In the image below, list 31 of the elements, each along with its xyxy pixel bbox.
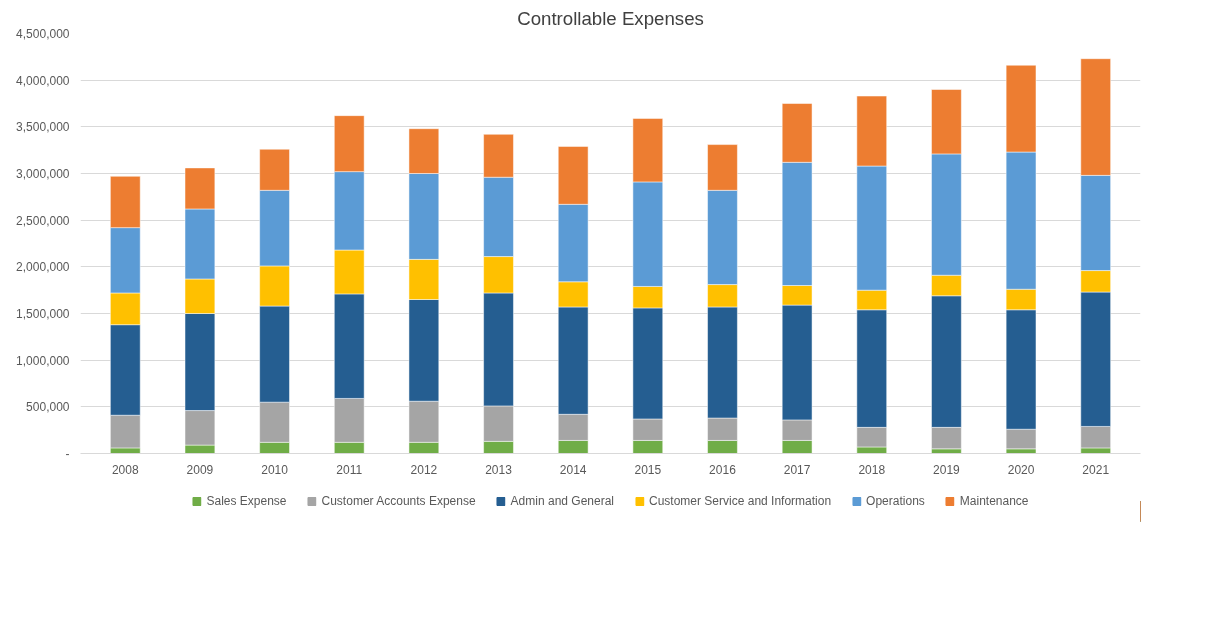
x-tick-label: 2015 xyxy=(634,462,662,477)
y-tick-label: 4,500,000 xyxy=(16,27,70,41)
y-tick-label: 3,000,000 xyxy=(16,167,70,181)
x-tick-label: 2016 xyxy=(709,462,737,477)
y-tick-label: - xyxy=(65,447,70,461)
x-tick-label: 2020 xyxy=(1007,462,1035,477)
x-tick-label: 2018 xyxy=(858,462,886,477)
x-tick-label: 2010 xyxy=(261,462,289,477)
y-tick-label: 1,000,000 xyxy=(16,353,70,368)
x-tick-label: 2017 xyxy=(783,462,811,477)
y-tick-label: 1,500,000 xyxy=(16,307,70,321)
legend-label: Operations xyxy=(866,494,925,508)
x-tick-label: 2011 xyxy=(336,462,363,477)
x-tick-label: 2019 xyxy=(933,462,961,477)
x-tick-label: 2013 xyxy=(485,462,513,477)
y-tick-label: 4,000,000 xyxy=(16,73,70,88)
x-tick-label: 2021 xyxy=(1082,462,1110,477)
legend-label: Sales Expense xyxy=(206,494,287,508)
legend-label: Maintenance xyxy=(959,494,1029,508)
legend-label: Customer Accounts Expense xyxy=(321,494,476,508)
x-tick-label: 2009 xyxy=(186,462,214,477)
chart-title: Controllable Expenses xyxy=(517,7,704,29)
legend-label: Customer Service and Information xyxy=(649,494,832,508)
x-tick-label: 2012 xyxy=(410,462,438,477)
y-tick-label: 500,000 xyxy=(26,400,70,415)
y-tick-label: 3,500,000 xyxy=(16,120,70,135)
x-tick-label: 2008 xyxy=(111,462,139,477)
x-tick-label: 2014 xyxy=(559,462,587,477)
y-tick-label: 2,500,000 xyxy=(16,213,70,228)
legend-label: Admin and General xyxy=(510,494,615,508)
y-tick-label: 2,000,000 xyxy=(16,260,70,275)
